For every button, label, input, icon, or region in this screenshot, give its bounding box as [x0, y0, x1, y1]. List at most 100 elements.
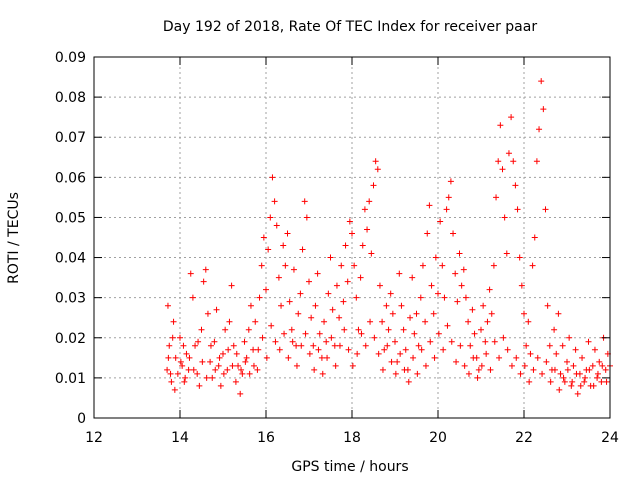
- data-point: [602, 366, 609, 373]
- data-point: [547, 378, 554, 385]
- data-point: [540, 106, 547, 113]
- data-point: [171, 386, 178, 393]
- data-point: [168, 378, 175, 385]
- data-point: [493, 194, 500, 201]
- data-point: [424, 230, 431, 237]
- data-point: [306, 278, 312, 285]
- data-point: [379, 318, 386, 325]
- data-point: [577, 382, 584, 389]
- data-point: [263, 354, 270, 361]
- data-point: [527, 350, 534, 357]
- data-point: [329, 306, 336, 313]
- data-point: [392, 338, 398, 345]
- data-point: [211, 338, 218, 345]
- data-point: [530, 366, 537, 373]
- data-point: [245, 326, 252, 333]
- data-point: [491, 338, 498, 345]
- data-point: [574, 390, 581, 397]
- x-tick-label: 14: [171, 430, 189, 446]
- data-point: [165, 354, 172, 361]
- data-point: [226, 318, 233, 325]
- data-point: [164, 366, 171, 373]
- data-point: [454, 298, 461, 305]
- data-point: [499, 166, 506, 173]
- data-point: [342, 242, 349, 249]
- data-point: [233, 350, 240, 357]
- data-point: [566, 334, 573, 341]
- data-point: [594, 374, 601, 381]
- data-point: [568, 382, 575, 389]
- data-point: [526, 378, 533, 385]
- data-point: [480, 302, 487, 309]
- data-point: [224, 366, 231, 373]
- data-point: [598, 378, 605, 385]
- data-point: [220, 370, 227, 377]
- data-point: [401, 366, 408, 373]
- data-point: [323, 338, 330, 345]
- data-point: [255, 346, 262, 353]
- data-point: [536, 126, 543, 133]
- data-point: [417, 294, 424, 301]
- data-point: [510, 158, 517, 165]
- data-point: [500, 334, 507, 341]
- data-point: [381, 346, 388, 353]
- data-point: [560, 374, 567, 381]
- data-point: [192, 342, 199, 349]
- data-point: [260, 234, 267, 241]
- data-point: [388, 358, 395, 365]
- data-point: [457, 342, 464, 349]
- data-point: [419, 262, 426, 269]
- data-point: [258, 262, 265, 269]
- axis-ticks: 12 14 16 18 20 22 24 0 0.01 0.02 0.03 0.04 0.05 0.06 0…: [55, 50, 619, 446]
- data-point: [394, 358, 401, 365]
- y-axis-label: ROTI / TECUs: [6, 192, 22, 284]
- data-point: [589, 362, 596, 369]
- data-point: [405, 378, 412, 385]
- data-point: [319, 370, 326, 377]
- data-point: [518, 282, 525, 289]
- data-point: [345, 346, 352, 353]
- data-point: [299, 246, 306, 253]
- chart-title: Day 192 of 2018, Rate Of TEC Index for r…: [163, 19, 537, 35]
- data-point: [306, 350, 313, 357]
- data-point: [594, 370, 601, 377]
- data-point: [336, 314, 343, 321]
- data-point: [280, 242, 287, 249]
- data-point: [288, 326, 295, 333]
- data-point: [217, 382, 224, 389]
- data-point: [478, 362, 485, 369]
- data-point: [238, 366, 245, 373]
- data-point: [328, 334, 335, 341]
- data-point: [599, 362, 606, 369]
- data-point: [411, 330, 418, 337]
- data-point: [385, 326, 392, 333]
- data-point: [232, 378, 239, 385]
- data-point: [273, 222, 280, 229]
- data-point: [190, 366, 197, 373]
- data-point: [297, 290, 304, 297]
- data-point: [475, 366, 482, 373]
- data-point: [315, 346, 322, 353]
- data-point: [397, 350, 404, 357]
- data-point: [361, 206, 368, 213]
- y-tick-label: 0: [77, 411, 86, 427]
- data-point: [561, 378, 568, 385]
- data-point: [169, 334, 176, 341]
- data-point: [359, 242, 366, 249]
- data-point: [324, 354, 331, 361]
- data-point: [302, 330, 309, 337]
- data-point: [431, 354, 438, 361]
- x-tick-label: 22: [515, 430, 533, 446]
- data-point: [445, 194, 452, 201]
- data-point: [432, 254, 439, 261]
- data-point: [355, 326, 362, 333]
- data-point: [398, 302, 405, 309]
- data-point: [533, 158, 540, 165]
- data-point: [281, 330, 288, 337]
- data-point: [166, 342, 173, 349]
- data-point: [237, 390, 244, 397]
- data-point: [230, 342, 237, 349]
- data-point: [531, 234, 538, 241]
- data-point: [340, 298, 347, 305]
